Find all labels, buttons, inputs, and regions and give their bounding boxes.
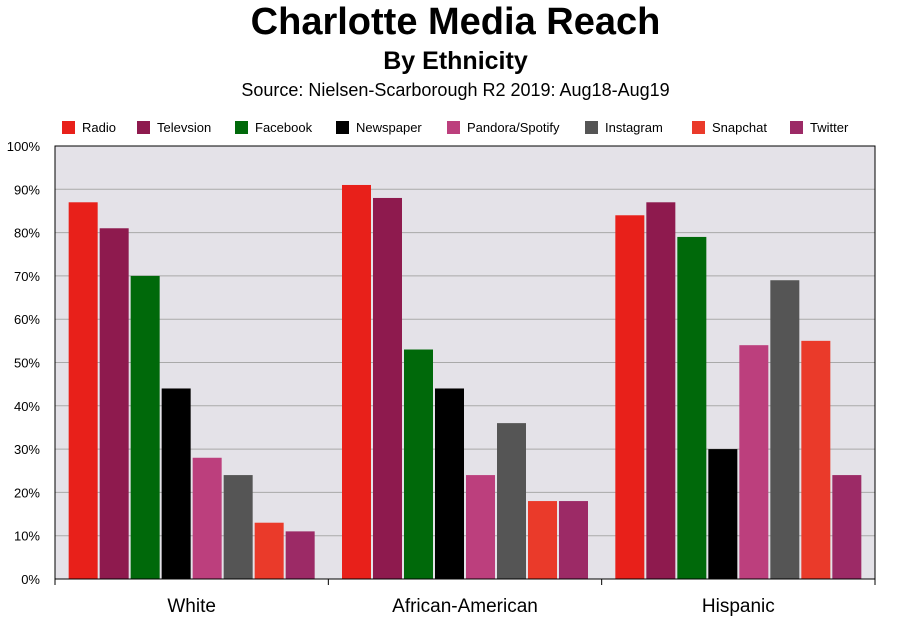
legend-swatch: [790, 121, 803, 134]
chart-subtitle: By Ethnicity: [383, 47, 528, 75]
bar-twitter: [285, 531, 315, 579]
bar-snapchat: [254, 522, 284, 579]
bar-facebook: [130, 275, 160, 579]
legend-swatch: [336, 121, 349, 134]
bar-newspaper: [435, 388, 464, 579]
legend-label: Instagram: [605, 120, 663, 135]
bar-radio: [68, 202, 98, 580]
legend-label: Pandora/Spotify: [467, 120, 560, 135]
bar-televsion: [646, 202, 676, 580]
bar-facebook: [404, 349, 433, 579]
legend-label: Televsion: [157, 120, 211, 135]
bar-pandora-spotify: [192, 457, 222, 579]
bar-facebook: [677, 236, 707, 579]
y-tick-label: 70%: [14, 269, 40, 284]
legend-label: Newspaper: [356, 120, 422, 135]
bar-radio: [615, 215, 645, 579]
legend-swatch: [447, 121, 460, 134]
chart-title: Charlotte Media Reach: [250, 1, 661, 43]
bar-radio: [342, 184, 371, 579]
legend-swatch: [585, 121, 598, 134]
y-tick-label: 40%: [14, 399, 40, 414]
y-tick-label: 20%: [14, 485, 40, 500]
bar-newspaper: [161, 388, 191, 579]
bar-pandora-spotify: [739, 345, 769, 579]
legend-label: Twitter: [810, 120, 849, 135]
x-category-label: Hispanic: [702, 596, 775, 617]
plot-frame: [54, 145, 876, 580]
x-category-label: African-American: [392, 596, 538, 617]
chart-source: Source: Nielsen-Scarborough R2 2019: Aug…: [241, 80, 670, 100]
bar-newspaper: [708, 449, 738, 579]
bar-instagram: [497, 423, 526, 579]
bar-televsion: [99, 228, 129, 579]
bar-pandora-spotify: [466, 475, 495, 579]
y-tick-label: 80%: [14, 226, 40, 241]
bar-snapchat: [801, 340, 831, 579]
legend-swatch: [235, 121, 248, 134]
bar-twitter: [832, 475, 862, 579]
bar-snapchat: [528, 501, 557, 579]
y-tick-label: 90%: [14, 182, 40, 197]
legend-label: Radio: [82, 120, 116, 135]
bar-instagram: [770, 280, 800, 579]
legend-swatch: [692, 121, 705, 134]
x-category-label: White: [167, 596, 216, 617]
legend-label: Snapchat: [712, 120, 767, 135]
legend-swatch: [62, 121, 75, 134]
y-tick-label: 0%: [21, 572, 40, 587]
y-tick-label: 30%: [14, 442, 40, 457]
y-tick-label: 50%: [14, 356, 40, 371]
y-tick-label: 100%: [7, 139, 41, 154]
bar-twitter: [559, 501, 588, 579]
y-tick-label: 60%: [14, 312, 40, 327]
bar-instagram: [223, 475, 253, 579]
bar-televsion: [373, 197, 402, 579]
legend-swatch: [137, 121, 150, 134]
legend-label: Facebook: [255, 120, 313, 135]
y-tick-label: 10%: [14, 529, 40, 544]
